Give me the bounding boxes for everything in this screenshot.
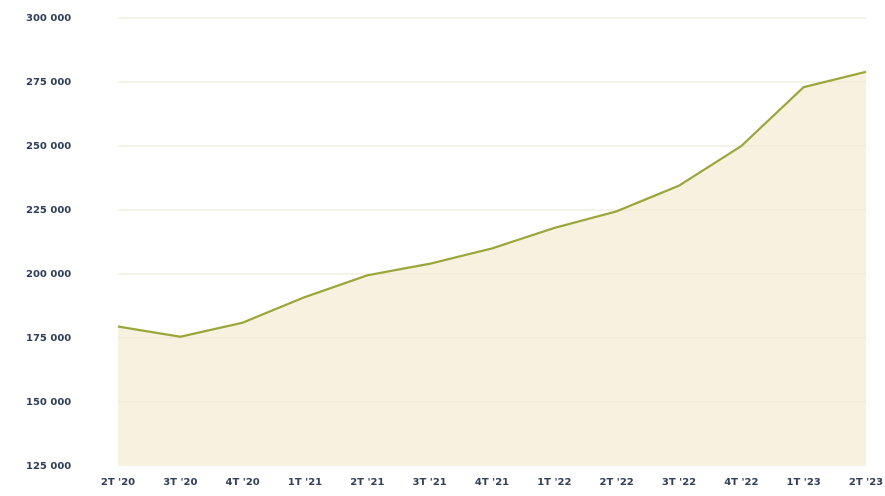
x-tick-label: 4T '21	[475, 477, 509, 488]
y-tick-label: 125 000	[26, 461, 71, 472]
x-tick-label: 1T '22	[537, 477, 571, 488]
y-tick-label: 150 000	[26, 397, 71, 408]
x-tick-label: 1T '21	[288, 477, 322, 488]
x-tick-label: 3T '20	[163, 477, 197, 488]
x-tick-label: 4T '20	[226, 477, 260, 488]
x-tick-label: 2T '21	[350, 477, 384, 488]
x-tick-label: 4T '22	[724, 477, 758, 488]
area-fill	[118, 71, 866, 466]
y-tick-label: 225 000	[26, 205, 71, 216]
y-tick-label: 200 000	[26, 269, 71, 280]
y-tick-label: 300 000	[26, 13, 71, 24]
x-tick-label: 2T '22	[600, 477, 634, 488]
x-tick-label: 2T '23	[849, 477, 883, 488]
y-tick-label: 275 000	[26, 77, 71, 88]
x-tick-label: 3T '22	[662, 477, 696, 488]
x-tick-label: 3T '21	[413, 477, 447, 488]
x-tick-label: 1T '23	[787, 477, 821, 488]
x-tick-label: 2T '20	[101, 477, 135, 488]
y-tick-label: 175 000	[26, 333, 71, 344]
y-tick-label: 250 000	[26, 141, 71, 152]
area-line	[117, 70, 867, 338]
